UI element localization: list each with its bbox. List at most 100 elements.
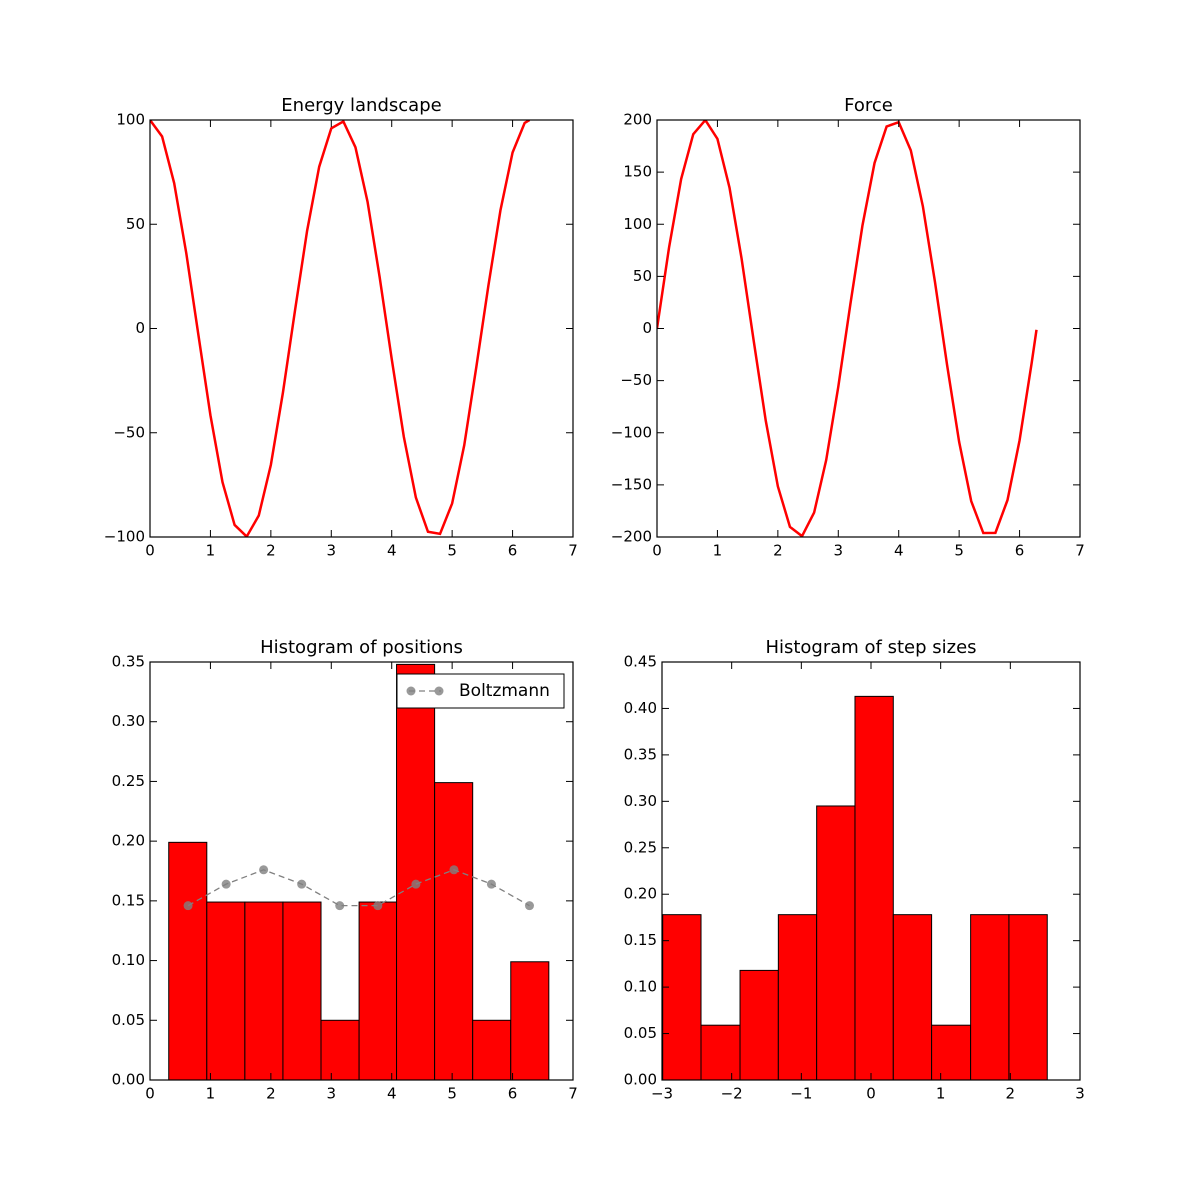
bar (662, 914, 702, 1081)
bar (1008, 914, 1048, 1081)
series-marker (449, 865, 459, 875)
x-tick-label: 7 (1075, 542, 1085, 560)
x-tick-label: 2 (773, 542, 783, 560)
x-tick-label: −2 (721, 1085, 743, 1103)
subplot-title: Histogram of step sizes (765, 637, 976, 658)
x-tick-label: 2 (1006, 1085, 1016, 1103)
bar (510, 961, 550, 1081)
y-tick-label: 50 (633, 267, 652, 285)
bar (816, 805, 856, 1081)
y-tick-label: 0.15 (112, 891, 145, 909)
x-tick-label: 1 (713, 542, 723, 560)
y-tick-label: 0.20 (624, 885, 657, 903)
series-marker (486, 879, 496, 889)
bar (777, 914, 818, 1081)
subplot: Energy landscape 0 1 2 3 4 5 6 7 −100 −50 0 50 100 (104, 95, 578, 560)
y-tick-label: −50 (620, 371, 652, 389)
axes-frame (149, 661, 574, 1081)
axes-frame (656, 119, 1081, 538)
x-tick-label: −1 (790, 1085, 812, 1103)
y-tick-label: 100 (116, 111, 145, 129)
y-tick-label: 0.15 (624, 931, 657, 949)
x-tick-label: 5 (447, 1085, 457, 1103)
y-tick-label: −100 (104, 528, 145, 546)
x-tick-label: 4 (894, 542, 904, 560)
y-tick-label: 0.30 (624, 792, 657, 810)
x-tick-label: 3 (1075, 1085, 1085, 1103)
y-tick-label: 0.35 (112, 653, 145, 671)
x-tick-label: 5 (954, 542, 964, 560)
series-marker (335, 901, 345, 911)
bar (931, 1024, 972, 1081)
subplot: Force 0 1 2 3 4 5 6 7 −200 −150 −100 −50 0 50 100 150 200 (611, 95, 1085, 560)
legend-marker (406, 686, 416, 696)
bar (282, 901, 322, 1081)
line (657, 120, 1038, 537)
bar (854, 695, 894, 1081)
legend-marker (434, 686, 444, 696)
y-tick-label: 0.25 (624, 838, 657, 856)
x-tick-label: 0 (866, 1085, 876, 1103)
x-tick-label: 3 (327, 1085, 337, 1103)
series-marker (411, 879, 421, 889)
x-tick-label: 5 (447, 542, 457, 560)
y-tick-label: −150 (611, 475, 652, 493)
bar (434, 782, 474, 1081)
legend-label: Boltzmann (459, 681, 550, 701)
y-tick-label: 0.10 (112, 951, 145, 969)
subplot: Histogram of positions Boltzmann 0 1 2 3 4 5 6 7 0… (112, 637, 578, 1103)
bar (244, 901, 284, 1081)
x-tick-label: 2 (266, 542, 276, 560)
y-tick-label: 0.25 (112, 772, 145, 790)
x-tick-label: 7 (568, 1085, 578, 1103)
y-tick-label: −50 (113, 423, 145, 441)
bar (206, 901, 246, 1081)
axes-frame (149, 119, 574, 538)
bar (970, 914, 1010, 1081)
x-tick-label: 1 (936, 1085, 946, 1103)
bar (892, 914, 933, 1081)
y-tick-label: 0 (642, 319, 652, 337)
y-tick-label: 0.30 (112, 712, 145, 730)
series-marker (221, 879, 231, 889)
subplot: Histogram of step sizes −3 −2 −1 0 1 2 3 0.00 0.0… (624, 637, 1085, 1103)
subplot-title: Histogram of positions (260, 637, 463, 658)
series-marker (259, 865, 269, 875)
series-line (187, 869, 530, 907)
y-tick-label: 150 (623, 163, 652, 181)
subplot-title: Energy landscape (281, 95, 441, 116)
x-tick-label: 3 (834, 542, 844, 560)
series-marker (524, 901, 534, 911)
x-tick-label: 6 (508, 542, 518, 560)
bar (168, 841, 208, 1081)
y-tick-label: 0.00 (624, 1071, 657, 1089)
y-tick-label: 0.00 (112, 1071, 145, 1089)
x-tick-label: −3 (651, 1085, 673, 1103)
y-tick-label: 0.45 (624, 653, 657, 671)
bar (472, 1019, 512, 1081)
y-tick-label: 0.05 (624, 1024, 657, 1042)
bar (320, 1019, 360, 1081)
y-tick-label: 0 (135, 319, 145, 337)
y-tick-label: −200 (611, 528, 652, 546)
series-marker (297, 879, 307, 889)
x-tick-label: 1 (206, 542, 216, 560)
y-tick-label: 100 (623, 215, 652, 233)
x-tick-label: 6 (1015, 542, 1025, 560)
subplot-title: Force (844, 95, 893, 116)
y-tick-label: 50 (126, 215, 145, 233)
bar (700, 1024, 741, 1081)
x-tick-label: 3 (327, 542, 337, 560)
x-tick-label: 1 (206, 1085, 216, 1103)
bar (739, 969, 779, 1081)
bar (358, 901, 398, 1081)
y-tick-label: 200 (623, 111, 652, 129)
x-tick-label: 4 (387, 1085, 397, 1103)
line (150, 120, 531, 537)
x-tick-label: 2 (266, 1085, 276, 1103)
y-tick-label: 0.20 (112, 832, 145, 850)
series-marker (373, 901, 383, 911)
x-tick-label: 6 (508, 1085, 518, 1103)
y-tick-label: 0.40 (624, 699, 657, 717)
